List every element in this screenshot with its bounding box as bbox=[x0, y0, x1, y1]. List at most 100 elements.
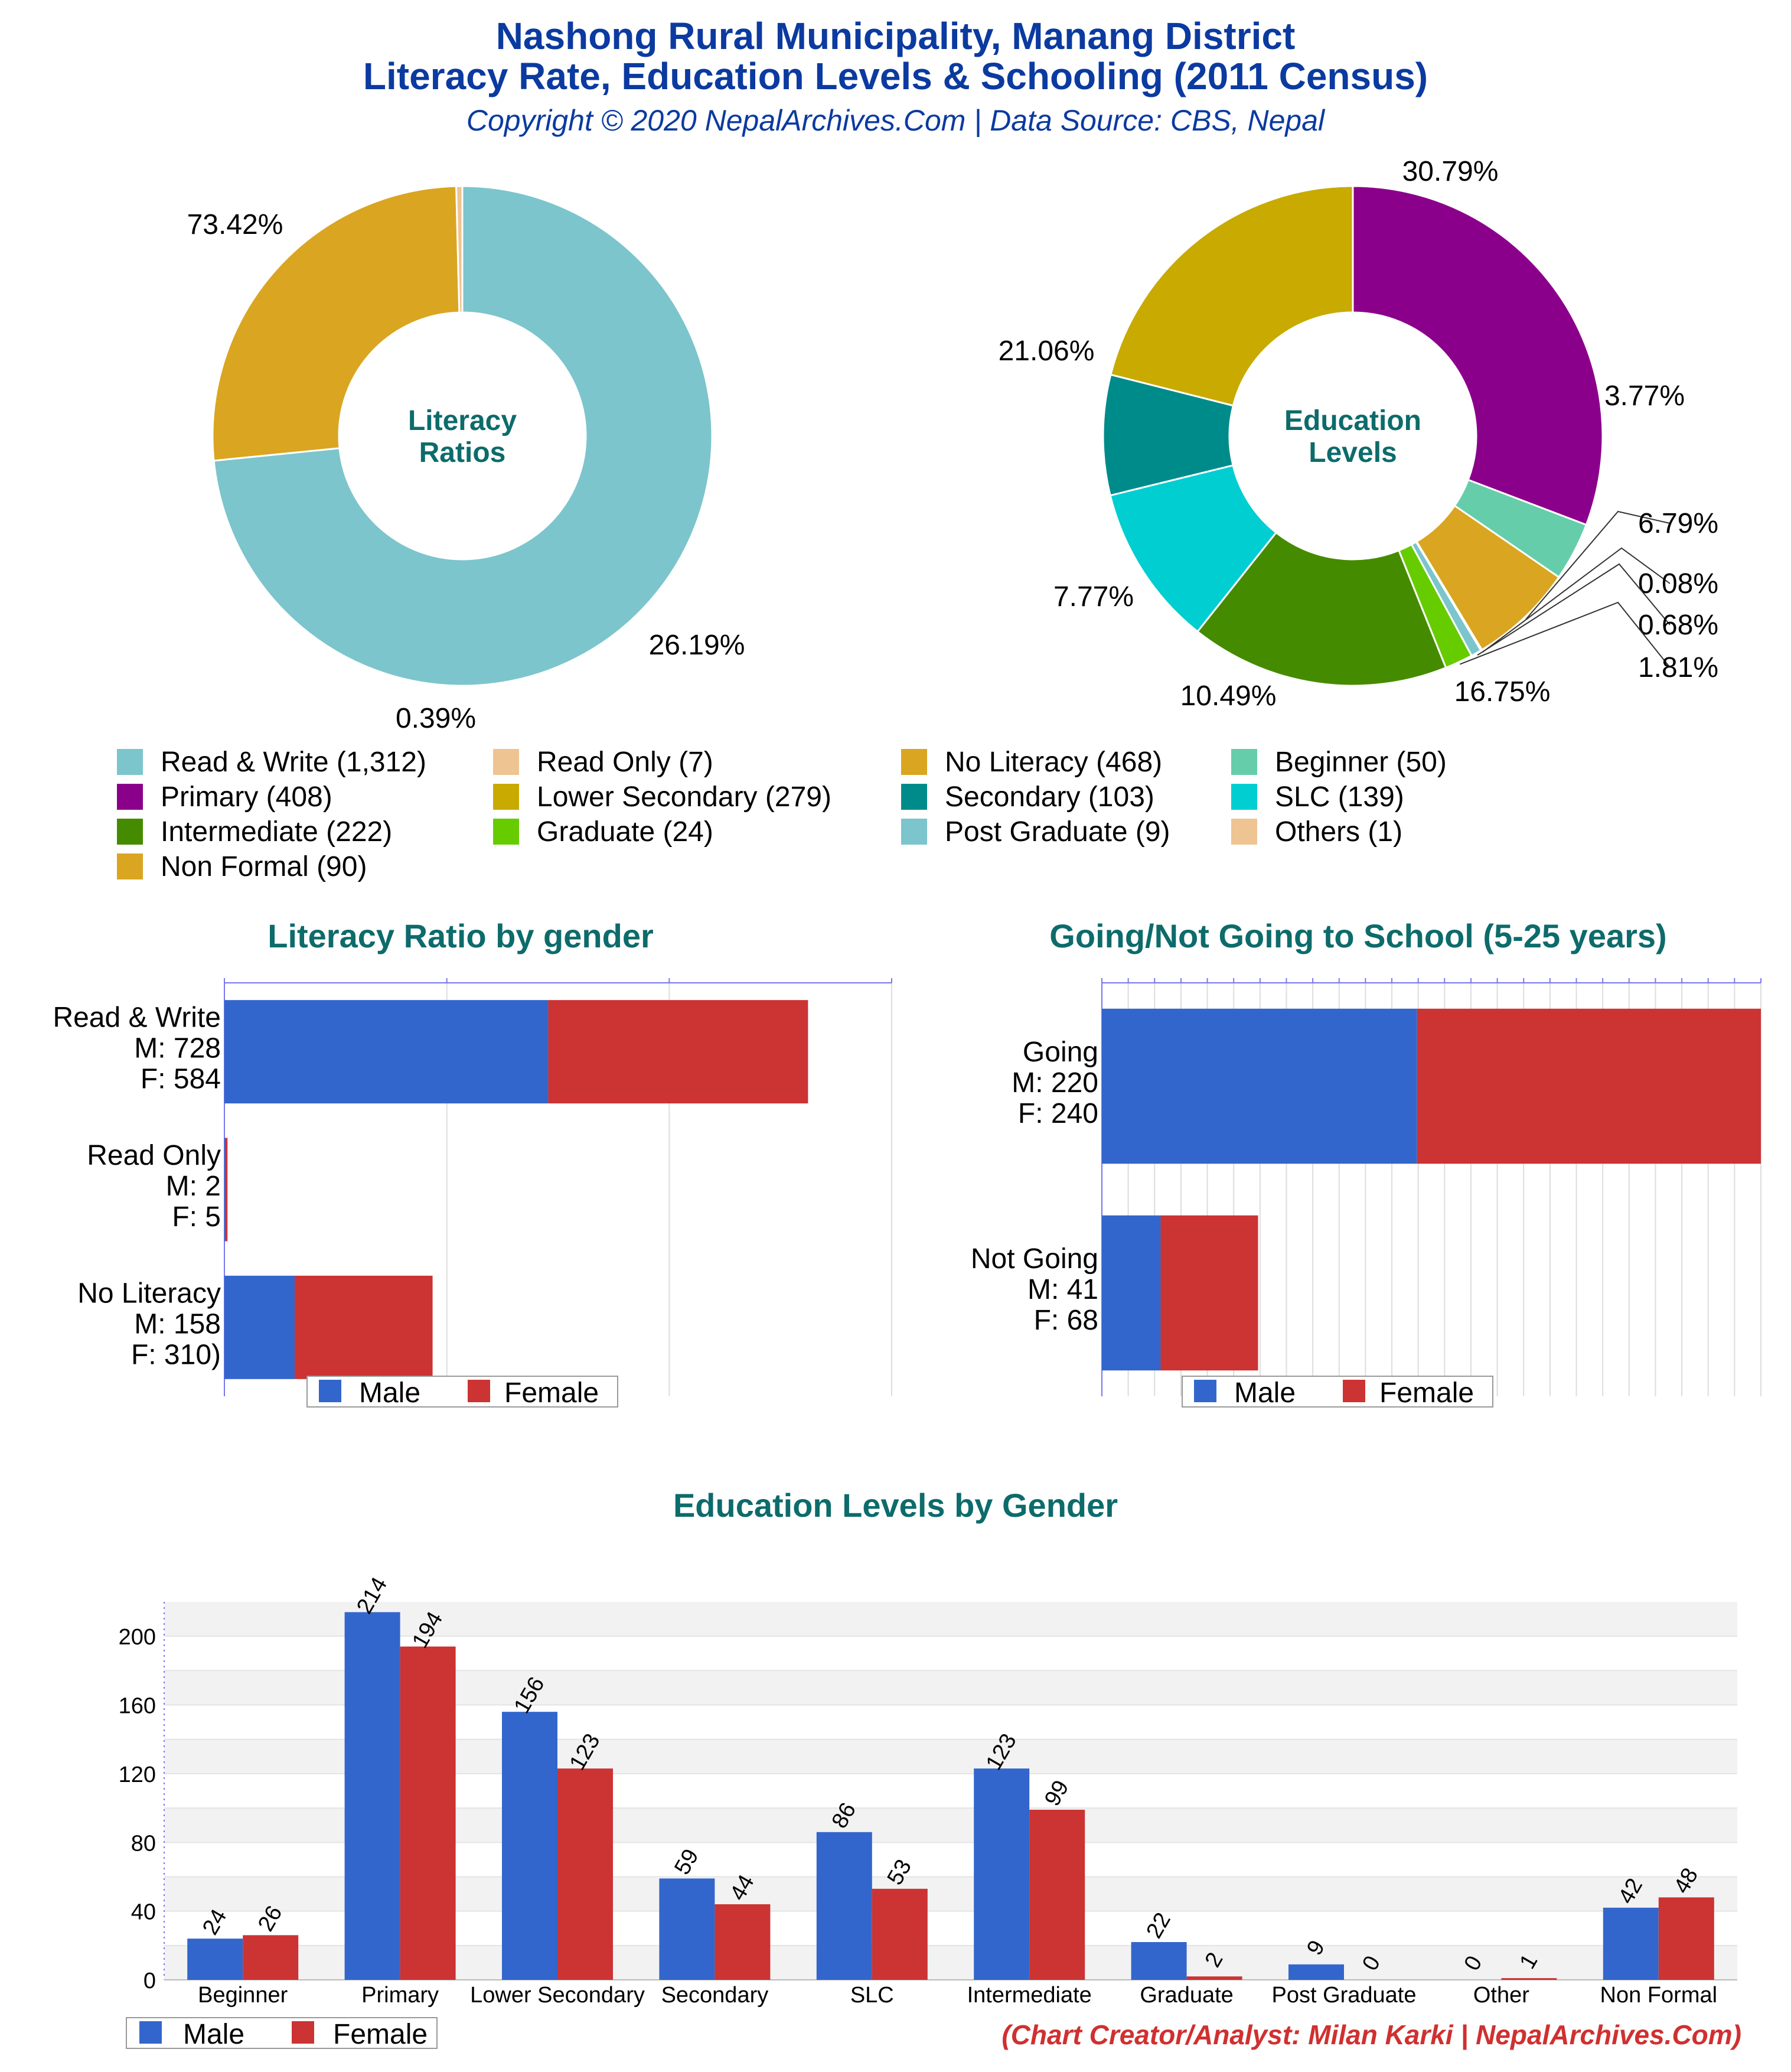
donut2-slice-slc bbox=[1109, 464, 1278, 633]
hbar-chart-2 bbox=[1101, 978, 1761, 1408]
bar-male bbox=[974, 1768, 1030, 1980]
donut2-percent-label: 10.49% bbox=[1180, 680, 1277, 712]
donut1-slice-read-write bbox=[213, 185, 713, 687]
legend-swatch-male bbox=[139, 2021, 162, 2044]
legend-swatch-female bbox=[468, 1380, 490, 1402]
donut2-percent-label: 30.79% bbox=[1402, 156, 1499, 187]
donut1-slice-read-only bbox=[455, 185, 464, 314]
donut2-center-label: Levels bbox=[1309, 437, 1397, 468]
bar-female bbox=[548, 1000, 808, 1104]
legend-label-female: Female bbox=[1379, 1377, 1474, 1409]
donut2-center-label: Education bbox=[1284, 405, 1421, 436]
category-label: M: 158 bbox=[134, 1308, 221, 1340]
donut2-percent-label: 1.81% bbox=[1638, 652, 1718, 683]
y-tick-label: 40 bbox=[131, 1900, 156, 1925]
x-tick-label: Beginner bbox=[198, 1983, 288, 2008]
legend-label-female: Female bbox=[504, 1377, 599, 1409]
bar-female bbox=[400, 1646, 456, 1980]
bar-male bbox=[659, 1878, 715, 1980]
bar-legend-box bbox=[306, 1376, 618, 1408]
legend-entry-label: Primary (408) bbox=[161, 781, 332, 813]
x-tick-label: Graduate bbox=[1140, 1983, 1233, 2008]
donut1-percent-label: 73.42% bbox=[187, 209, 283, 240]
donut2-percent-label: 6.79% bbox=[1638, 508, 1718, 539]
bar-male bbox=[224, 1138, 226, 1242]
x-tick-label: Post Graduate bbox=[1271, 1983, 1416, 2008]
bar-female bbox=[225, 1138, 228, 1242]
legend-swatch-female bbox=[292, 2021, 314, 2044]
legend-swatch-female bbox=[1343, 1380, 1365, 1402]
bar-male bbox=[187, 1939, 243, 1980]
bar-female bbox=[872, 1888, 928, 1980]
bar-female bbox=[1658, 1897, 1714, 1980]
x-tick-label: Lower Secondary bbox=[470, 1983, 645, 2008]
legend-swatch-male bbox=[319, 1380, 341, 1402]
chart-credit: (Chart Creator/Analyst: Milan Karki | Ne… bbox=[1001, 2019, 1741, 2050]
bar-female bbox=[1186, 1976, 1242, 1980]
bar-female bbox=[715, 1904, 771, 1980]
bar-value-label: 22 bbox=[1141, 1908, 1176, 1943]
hbar-chart-1 bbox=[224, 978, 892, 1408]
category-label: Not Going bbox=[971, 1243, 1098, 1275]
donut2-percent-label: 0.08% bbox=[1638, 568, 1718, 600]
legend-label-male: Male bbox=[1234, 1377, 1296, 1409]
x-tick-label: Intermediate bbox=[967, 1983, 1092, 2008]
legend-entry-label: Non Formal (90) bbox=[161, 851, 367, 882]
category-label: M: 2 bbox=[166, 1171, 221, 1202]
bar-value-label: 99 bbox=[1040, 1776, 1074, 1810]
education-gender-chart-title: Education Levels by Gender bbox=[673, 1487, 1118, 1524]
x-tick-label: Other bbox=[1473, 1983, 1529, 2008]
bar-female bbox=[295, 1275, 433, 1379]
legend-swatch bbox=[493, 749, 519, 775]
bar-male bbox=[1102, 1008, 1417, 1164]
category-label: Read & Write bbox=[53, 1002, 221, 1034]
donut1-center-label: Literacy bbox=[408, 405, 517, 436]
x-tick-label: SLC bbox=[850, 1983, 894, 2008]
y-tick-label: 120 bbox=[119, 1762, 156, 1787]
donut2-leader-line bbox=[1525, 510, 1671, 620]
x-tick-label: Secondary bbox=[661, 1983, 769, 2008]
bar-male bbox=[344, 1612, 400, 1980]
legend-swatch bbox=[1231, 749, 1257, 775]
donut2-percent-label: 7.77% bbox=[1053, 581, 1134, 613]
donut2-leader-line bbox=[1477, 563, 1671, 656]
donut1-slice-no-literacy bbox=[211, 185, 461, 462]
donut2-slice-lower-secondary bbox=[1110, 185, 1354, 407]
legend-entry-label: Lower Secondary (279) bbox=[537, 781, 831, 813]
legend-entry-label: Others (1) bbox=[1275, 816, 1402, 848]
y-tick-label: 80 bbox=[131, 1831, 156, 1856]
category-label: No Literacy bbox=[77, 1278, 221, 1309]
bar-male bbox=[1102, 1215, 1161, 1371]
bar-legend-box bbox=[1182, 1376, 1493, 1408]
category-label: F: 310) bbox=[131, 1339, 221, 1370]
x-tick-label: Primary bbox=[361, 1983, 439, 2008]
legend-swatch-male bbox=[1194, 1380, 1216, 1402]
category-label: M: 220 bbox=[1012, 1067, 1098, 1099]
donut1-percent-label: 26.19% bbox=[649, 630, 745, 661]
main-title-line1: Nashong Rural Municipality, Manang Distr… bbox=[495, 15, 1296, 57]
category-label: F: 5 bbox=[172, 1201, 221, 1233]
legend-entry-label: Beginner (50) bbox=[1275, 747, 1447, 778]
legend-entry-label: Read & Write (1,312) bbox=[161, 747, 426, 778]
legend-entry-label: No Literacy (468) bbox=[945, 747, 1162, 778]
bar-value-label: 59 bbox=[670, 1845, 704, 1879]
donut2-percent-label: 0.68% bbox=[1638, 610, 1718, 641]
category-label: F: 584 bbox=[141, 1064, 221, 1095]
bar-female bbox=[1029, 1810, 1085, 1980]
donut2-leader-line bbox=[1459, 601, 1671, 668]
bar-female bbox=[1417, 1008, 1761, 1164]
bar-female bbox=[1501, 1978, 1557, 1980]
y-tick-label: 160 bbox=[119, 1694, 156, 1719]
bar-male bbox=[816, 1832, 872, 1980]
copyright-line: Copyright © 2020 NepalArchives.Com | Dat… bbox=[466, 104, 1325, 137]
legend-entry-label: Read Only (7) bbox=[537, 747, 713, 778]
donut2-percent-label: 21.06% bbox=[999, 335, 1095, 367]
legend-swatch bbox=[493, 819, 519, 845]
legend-swatch bbox=[1231, 819, 1257, 845]
legend-label-male: Male bbox=[183, 2019, 244, 2050]
legend-entry-label: SLC (139) bbox=[1275, 781, 1404, 813]
donut1-center-label: Ratios bbox=[419, 437, 506, 468]
education-gender-chart bbox=[126, 1602, 1737, 2049]
legend-swatch bbox=[117, 749, 143, 775]
donut1-percent-label: 0.39% bbox=[396, 703, 476, 734]
